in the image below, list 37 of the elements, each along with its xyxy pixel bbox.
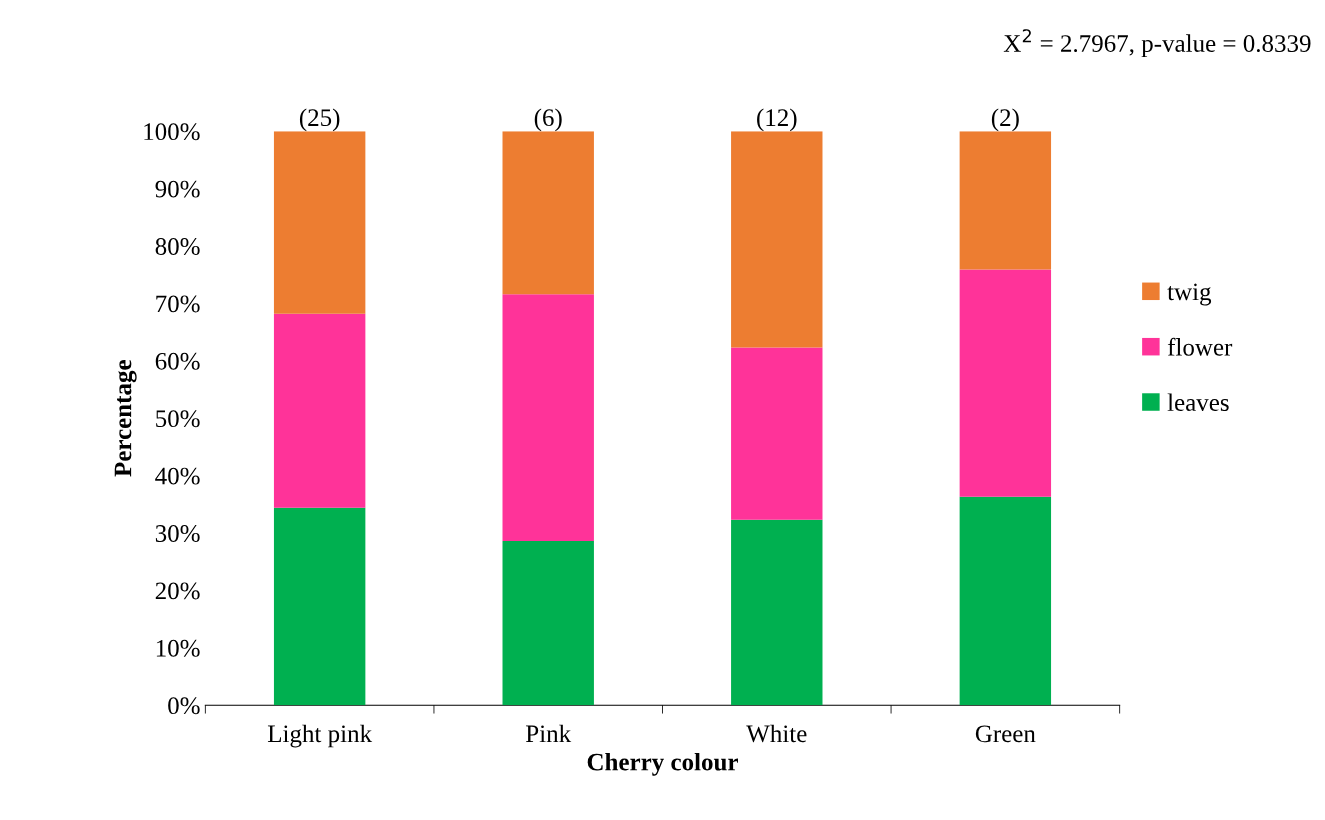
legend-label: leaves (1167, 393, 1229, 412)
y-tick-label: 70% (156, 295, 200, 313)
bar (502, 131, 594, 295)
bar (959, 269, 1052, 497)
bar (273, 131, 366, 314)
y-tick-label: 10% (156, 639, 200, 657)
x-tick-label: Pink (526, 724, 572, 742)
bar (502, 541, 594, 706)
y-tick-label: 60% (155, 352, 200, 370)
annotation: (12) (757, 108, 797, 132)
bar (502, 294, 594, 542)
annotation: (25) (299, 108, 340, 132)
y-tick-label: 30% (155, 525, 200, 542)
y-tick-label: 20% (155, 582, 200, 600)
x-axis-title: Cherry colour (587, 752, 738, 776)
x-tick-label: Light pink (267, 724, 373, 748)
bar (959, 131, 1052, 270)
x-tick-label: White (746, 724, 807, 743)
annotation: (2) (991, 108, 1019, 132)
annotation: (6) (534, 108, 562, 132)
y-tick-label: 80% (155, 238, 200, 255)
y-tick-label: 50% (156, 410, 200, 428)
bar (731, 347, 823, 520)
bar (731, 519, 823, 706)
legend-label: flower (1167, 337, 1233, 356)
y-axis-title: Percentage (114, 360, 137, 477)
bar (731, 131, 823, 348)
text: X$^{2}$ = 2.7967, p-value = 0.8339 (1003, 29, 1311, 58)
bar (273, 507, 366, 706)
bar (273, 313, 366, 508)
y-tick-label: 0% (168, 697, 200, 715)
legend-label: twig (1167, 283, 1212, 306)
x-tick-label: Green (975, 725, 1036, 743)
bar (959, 496, 1052, 706)
y-tick-label: 90% (155, 180, 200, 198)
y-tick-label: 40% (155, 467, 200, 485)
y-tick-label: 100% (144, 123, 200, 141)
